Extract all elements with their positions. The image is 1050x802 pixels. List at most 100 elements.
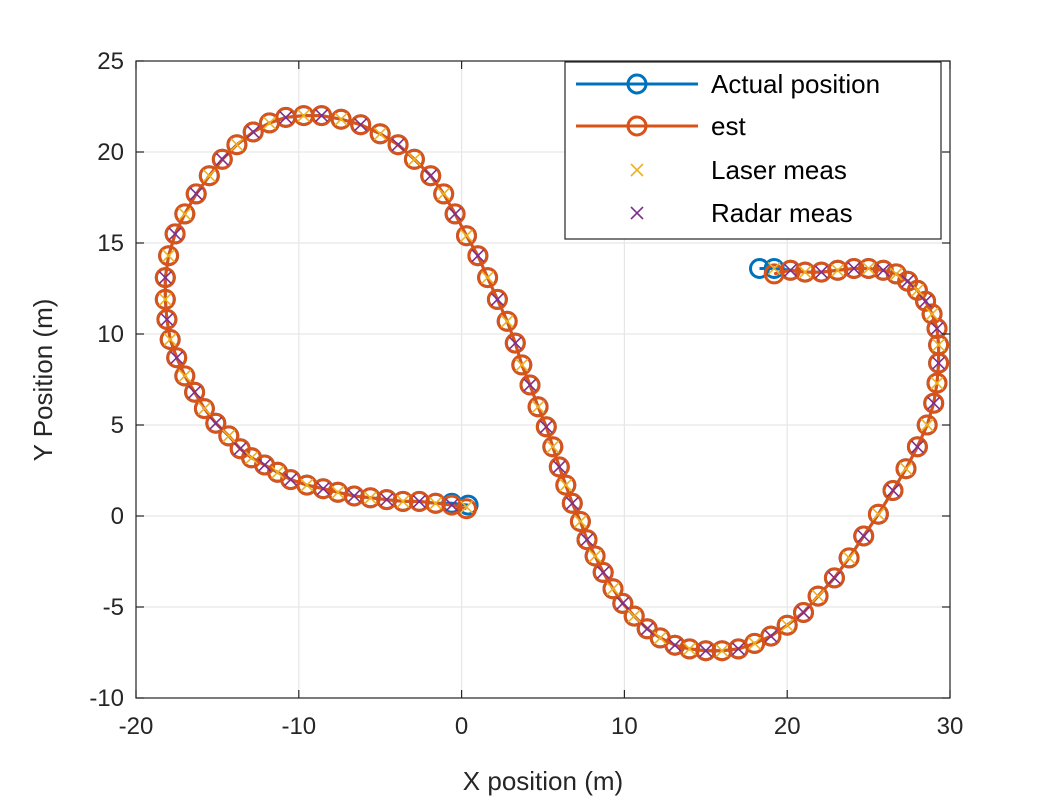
point-est (695, 640, 717, 662)
point-est (793, 602, 814, 623)
point-laser (428, 496, 443, 510)
point-est (794, 261, 816, 283)
x-tick-label: 10 (611, 713, 638, 740)
point-radar (258, 458, 272, 472)
point-radar (315, 109, 329, 123)
point-est (456, 498, 477, 520)
point-laser (271, 465, 285, 479)
point-radar (910, 440, 925, 454)
point-laser (627, 609, 641, 623)
point-est (612, 592, 634, 614)
point-laser (178, 207, 192, 221)
point-radar (354, 118, 368, 132)
point-radar (668, 638, 682, 652)
legend-label-est: est (711, 111, 746, 141)
point-laser (245, 451, 259, 465)
y-tick-label: -10 (89, 685, 124, 712)
point-laser (500, 314, 514, 328)
point-est (926, 372, 948, 394)
point-radar (927, 396, 941, 410)
point-laser (161, 249, 176, 263)
point-radar (209, 416, 223, 430)
point-est (584, 545, 606, 567)
point-laser (811, 589, 825, 603)
point-laser (407, 152, 421, 166)
legend-item-actual-position: Actual position (576, 69, 880, 99)
point-laser (230, 138, 244, 152)
point-radar (471, 249, 485, 263)
x-tick-label: 0 (455, 713, 468, 740)
point-radar (490, 292, 504, 306)
point-laser (653, 631, 667, 645)
legend-item-laser-meas: Laser meas (630, 155, 847, 185)
point-radar (246, 125, 260, 139)
point-radar (424, 169, 438, 183)
point-est (882, 480, 904, 501)
point-est (156, 308, 178, 330)
point-laser (889, 267, 903, 281)
point-est (576, 529, 598, 551)
point-radar (170, 351, 184, 365)
point-radar (448, 207, 462, 221)
point-laser (573, 514, 588, 529)
point-radar (539, 420, 553, 434)
point-laser (748, 636, 762, 650)
point-laser (925, 307, 939, 321)
point-radar (508, 336, 522, 350)
legend-marker-laser (630, 163, 644, 177)
point-laser (780, 618, 794, 632)
point-laser (459, 500, 474, 514)
point-est (542, 436, 564, 458)
point-laser (515, 358, 529, 372)
series-layer (154, 105, 950, 662)
point-radar (876, 263, 890, 277)
point-est (519, 374, 541, 396)
point-radar (827, 571, 841, 585)
point-laser (297, 109, 311, 123)
point-est (311, 105, 333, 127)
point-radar (189, 187, 203, 201)
point-est (760, 625, 782, 647)
point-est (184, 381, 206, 403)
point-est (154, 288, 176, 310)
point-radar (783, 263, 798, 277)
point-est (456, 225, 477, 247)
point-est (895, 458, 917, 480)
series-laser (158, 109, 946, 658)
point-radar (764, 629, 778, 643)
legend: Actual position est Laser meas Radar mea… (564, 61, 942, 240)
point-laser (932, 338, 946, 352)
point-radar (347, 489, 361, 503)
point-est (185, 183, 207, 205)
point-laser (300, 478, 314, 492)
point-laser (331, 485, 345, 499)
point-est (369, 123, 391, 145)
y-axis-label: Y Position (m) (28, 299, 58, 462)
point-est (664, 634, 686, 656)
point-radar (930, 321, 944, 336)
point-est (154, 267, 176, 289)
point-est (838, 547, 860, 569)
point-radar (188, 385, 202, 399)
point-est (327, 481, 349, 503)
point-est (387, 134, 409, 156)
legend-label-radar: Radar meas (711, 198, 853, 228)
point-est (229, 438, 251, 460)
point-laser (262, 116, 277, 130)
point-est (810, 261, 832, 283)
point-laser (158, 292, 172, 306)
point-laser (767, 261, 781, 276)
point-est (496, 310, 518, 332)
point-laser (559, 478, 573, 492)
point-radar (919, 294, 933, 308)
point-radar (731, 642, 745, 656)
point-laser (222, 429, 236, 443)
point-est (408, 490, 430, 512)
point-laser (606, 582, 620, 596)
point-laser (197, 402, 211, 416)
legend-item-radar-meas: Radar meas (630, 198, 853, 228)
legend-marker-actual (626, 73, 648, 95)
point-radar (640, 622, 654, 636)
legend-label-actual: Actual position (711, 69, 880, 99)
